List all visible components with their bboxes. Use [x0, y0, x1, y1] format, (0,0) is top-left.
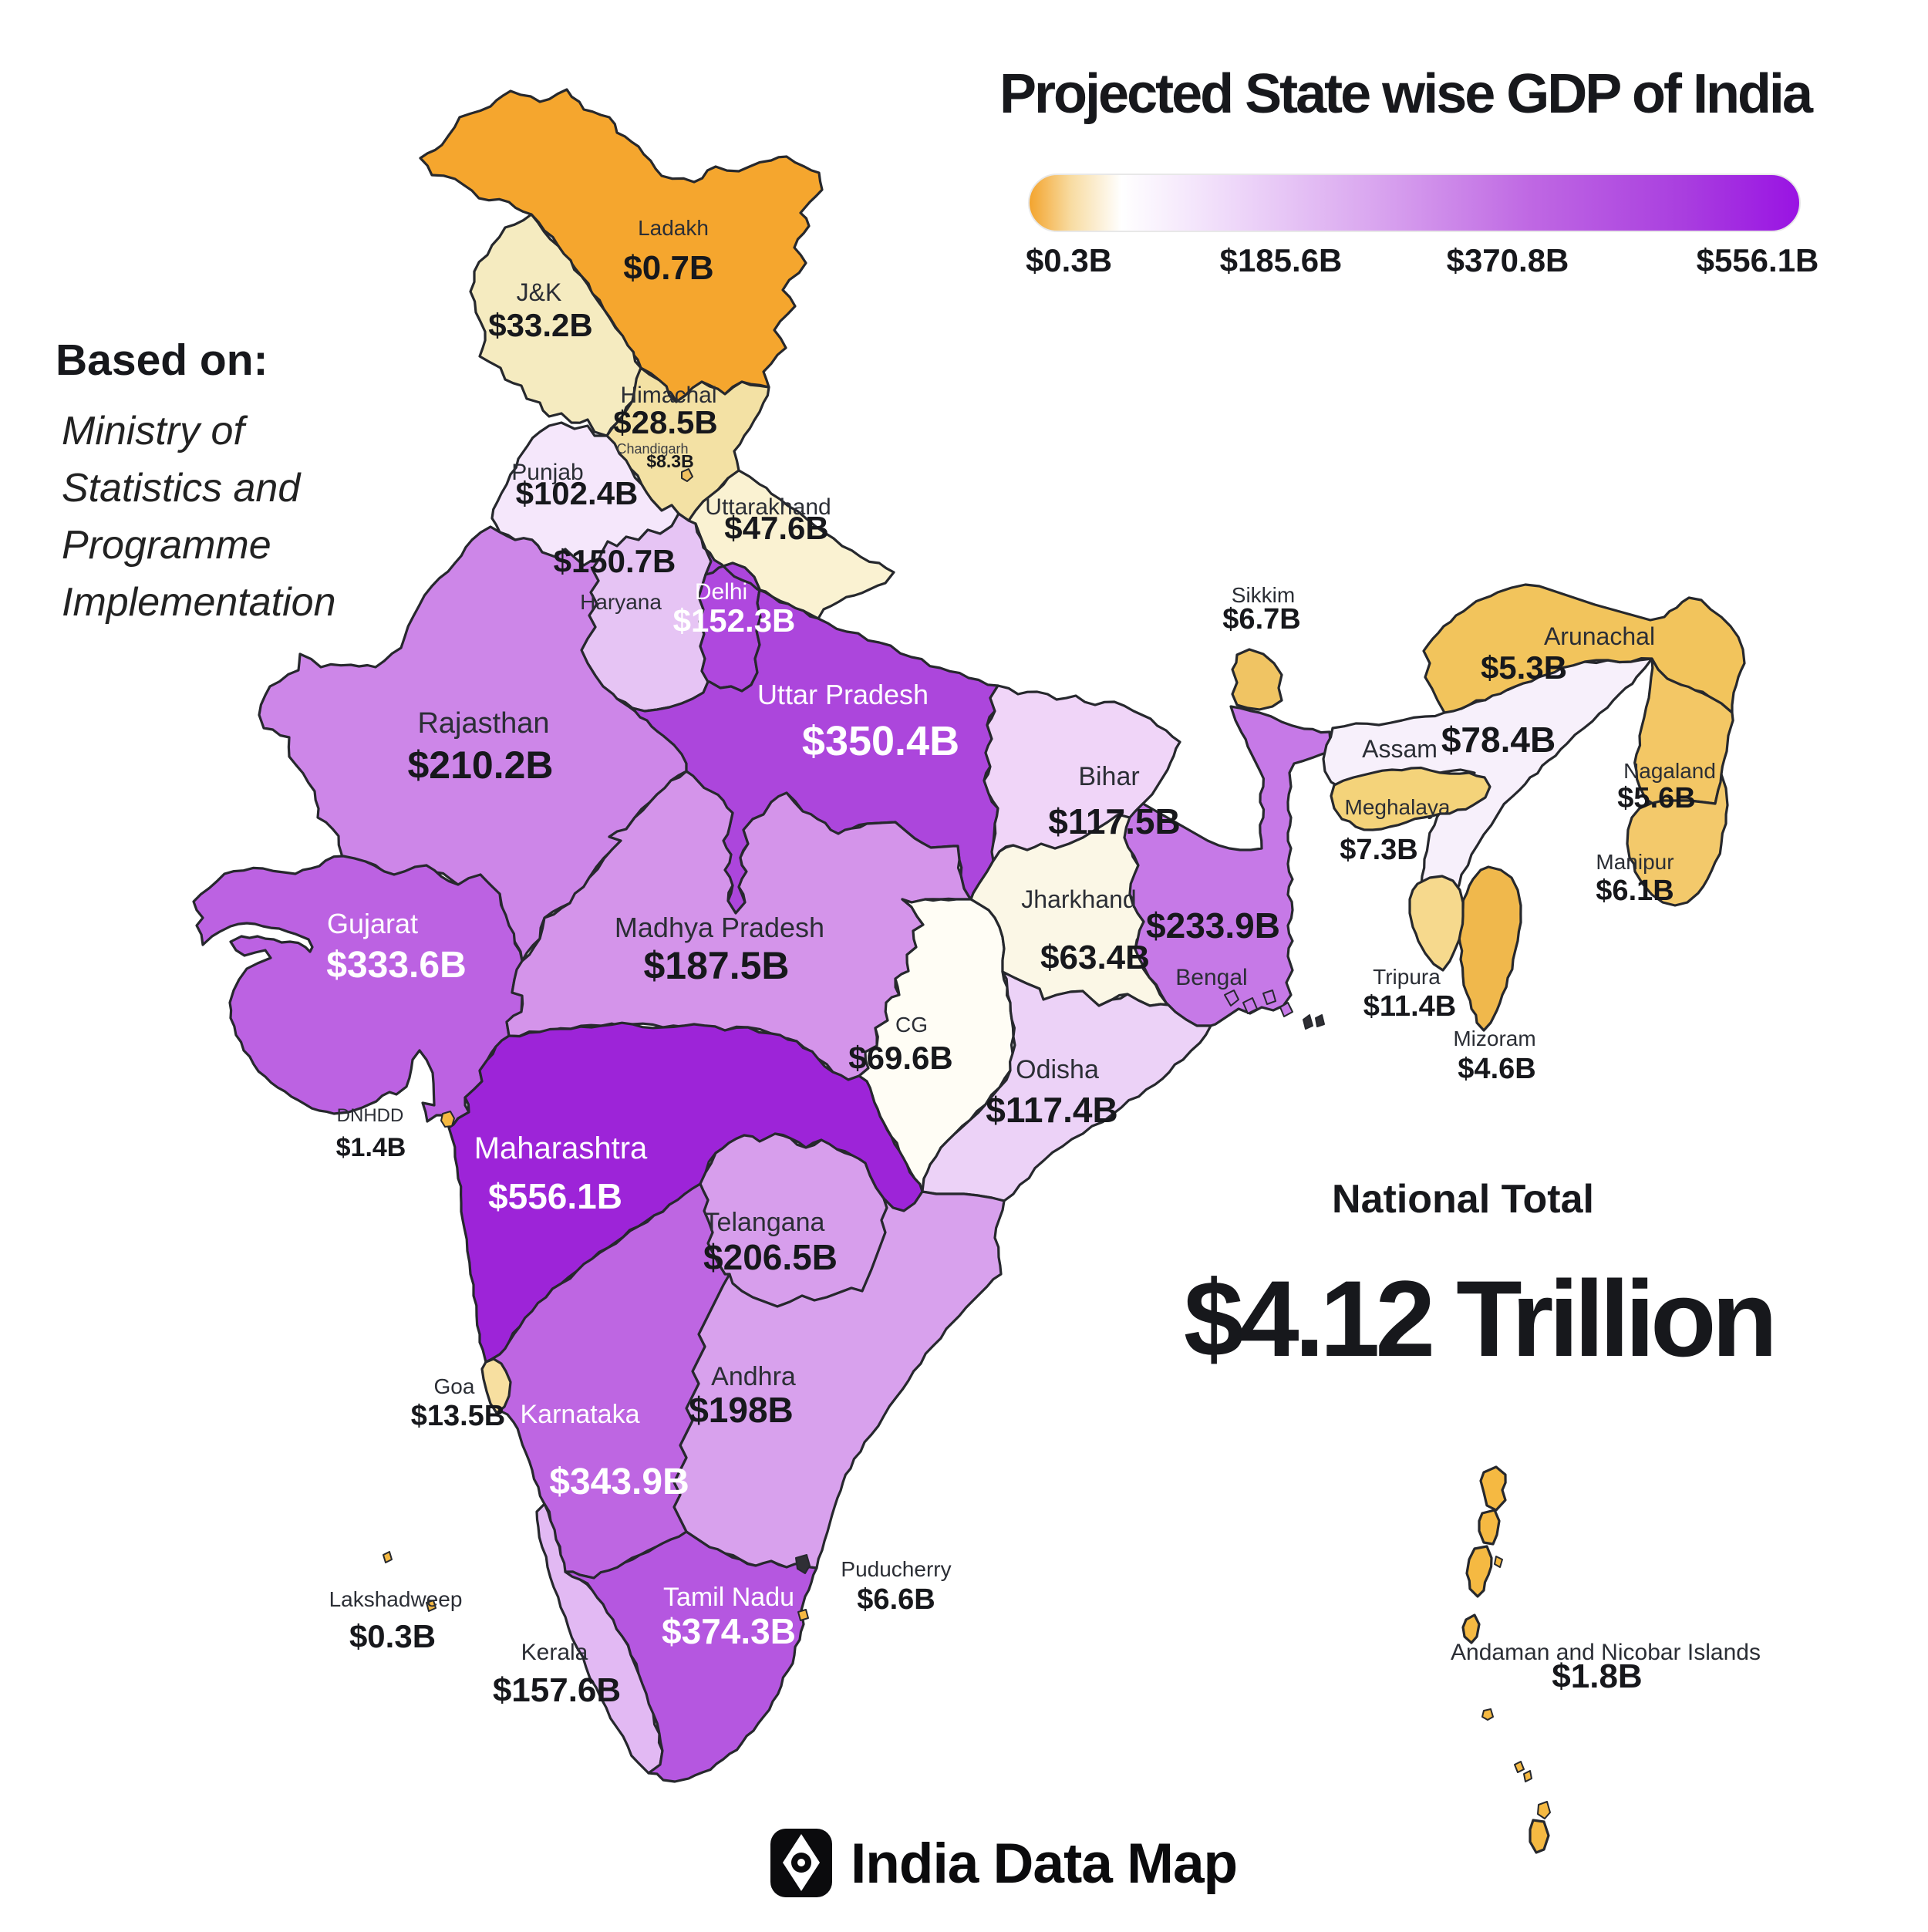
svg-text:$78.4B: $78.4B [1441, 720, 1556, 760]
svg-text:$374.3B: $374.3B [662, 1611, 796, 1651]
svg-text:Manipur: Manipur [1596, 850, 1674, 874]
svg-text:Projected State wise GDP of In: Projected State wise GDP of India [999, 63, 1814, 125]
svg-text:$4.6B: $4.6B [1458, 1053, 1535, 1085]
svg-text:Implementation: Implementation [62, 580, 336, 625]
svg-text:Delhi: Delhi [695, 579, 747, 605]
svg-text:Maharashtra: Maharashtra [474, 1131, 648, 1165]
svg-text:Odisha: Odisha [1016, 1055, 1099, 1084]
svg-text:Karnataka: Karnataka [521, 1400, 640, 1429]
svg-text:Assam: Assam [1362, 735, 1438, 763]
svg-text:Haryana: Haryana [580, 590, 662, 614]
svg-text:$11.4B: $11.4B [1363, 990, 1456, 1023]
svg-text:$6.6B: $6.6B [857, 1583, 935, 1616]
svg-text:Chandigarh: Chandigarh [616, 441, 688, 457]
svg-text:DNHDD: DNHDD [337, 1105, 404, 1126]
svg-text:Andaman and Nicobar Islands: Andaman and Nicobar Islands [1451, 1640, 1761, 1665]
svg-text:$13.5B: $13.5B [411, 1400, 506, 1432]
svg-text:Goa: Goa [434, 1374, 475, 1398]
svg-text:$28.5B: $28.5B [613, 404, 717, 440]
svg-text:$157.6B: $157.6B [493, 1671, 621, 1709]
svg-text:Mizoram: Mizoram [1453, 1027, 1535, 1050]
svg-text:Rajasthan: Rajasthan [417, 707, 549, 740]
svg-text:$350.4B: $350.4B [802, 718, 959, 764]
svg-text:$8.3B: $8.3B [646, 451, 693, 471]
svg-text:Telangana: Telangana [704, 1208, 825, 1237]
svg-text:Bihar: Bihar [1078, 762, 1139, 791]
svg-text:$556.1B: $556.1B [488, 1176, 622, 1216]
svg-text:Nagaland: Nagaland [1623, 759, 1716, 783]
svg-text:Uttar Pradesh: Uttar Pradesh [757, 679, 929, 710]
svg-text:$333.6B: $333.6B [326, 945, 466, 986]
svg-text:$556.1B: $556.1B [1697, 242, 1819, 278]
svg-text:$0.3B: $0.3B [349, 1618, 436, 1654]
svg-text:$187.5B: $187.5B [643, 944, 789, 987]
svg-text:Uttarakhand: Uttarakhand [705, 494, 831, 520]
svg-text:Puducherry: Puducherry [841, 1557, 951, 1581]
svg-text:Bengal: Bengal [1175, 965, 1247, 990]
svg-text:Ladakh: Ladakh [638, 216, 709, 240]
svg-text:$150.7B: $150.7B [554, 543, 676, 579]
svg-text:Punjab: Punjab [511, 460, 583, 485]
svg-text:Programme: Programme [62, 523, 271, 568]
svg-text:$198B: $198B [689, 1390, 794, 1430]
svg-text:$0.3B: $0.3B [1026, 242, 1112, 278]
svg-text:Statistics and: Statistics and [62, 466, 302, 511]
svg-text:CG: CG [895, 1013, 928, 1037]
svg-text:$1.8B: $1.8B [1552, 1657, 1642, 1695]
svg-text:$370.8B: $370.8B [1447, 242, 1569, 278]
svg-text:$343.9B: $343.9B [549, 1462, 689, 1502]
svg-text:$152.3B: $152.3B [673, 602, 796, 639]
svg-text:Jharkhand: Jharkhand [1021, 885, 1136, 913]
svg-text:Kerala: Kerala [521, 1640, 588, 1665]
svg-text:$233.9B: $233.9B [1146, 905, 1280, 946]
svg-text:$210.2B: $210.2B [407, 743, 553, 787]
svg-text:Arunachal: Arunachal [1544, 622, 1655, 650]
svg-text:India Data Map: India Data Map [851, 1833, 1237, 1895]
svg-text:Tamil Nadu: Tamil Nadu [663, 1583, 794, 1612]
svg-text:$102.4B: $102.4B [516, 475, 639, 511]
svg-text:$206.5B: $206.5B [703, 1237, 838, 1277]
svg-text:Lakshadweep: Lakshadweep [329, 1587, 463, 1611]
svg-text:$1.4B: $1.4B [336, 1133, 406, 1162]
svg-text:Meghalaya: Meghalaya [1345, 795, 1451, 819]
svg-text:$7.3B: $7.3B [1340, 834, 1417, 866]
svg-text:National Total: National Total [1332, 1177, 1594, 1222]
svg-text:Ministry of: Ministry of [62, 409, 248, 453]
svg-text:$69.6B: $69.6B [848, 1040, 952, 1076]
svg-text:Andhra: Andhra [711, 1362, 796, 1391]
svg-text:$6.1B: $6.1B [1596, 875, 1674, 907]
svg-text:$4.12 Trillion: $4.12 Trillion [1184, 1258, 1773, 1379]
svg-text:Tripura: Tripura [1373, 965, 1441, 989]
svg-text:$6.7B: $6.7B [1222, 603, 1300, 636]
svg-text:Sikkim: Sikkim [1232, 583, 1295, 607]
svg-text:Based on:: Based on: [56, 335, 268, 385]
svg-text:$185.6B: $185.6B [1220, 242, 1343, 278]
svg-text:Himachal: Himachal [620, 383, 716, 408]
svg-text:$5.6B: $5.6B [1617, 782, 1695, 814]
svg-text:$117.4B: $117.4B [986, 1090, 1117, 1130]
svg-text:$117.5B: $117.5B [1048, 801, 1180, 841]
svg-text:$5.3B: $5.3B [1481, 649, 1567, 686]
svg-text:J&K: J&K [517, 278, 562, 306]
svg-text:$0.7B: $0.7B [623, 249, 713, 287]
svg-text:$33.2B: $33.2B [488, 307, 592, 343]
svg-text:Madhya Pradesh: Madhya Pradesh [615, 912, 824, 943]
svg-text:Gujarat: Gujarat [327, 908, 418, 939]
svg-text:$47.6B: $47.6B [724, 510, 828, 546]
svg-text:$63.4B: $63.4B [1040, 939, 1150, 976]
